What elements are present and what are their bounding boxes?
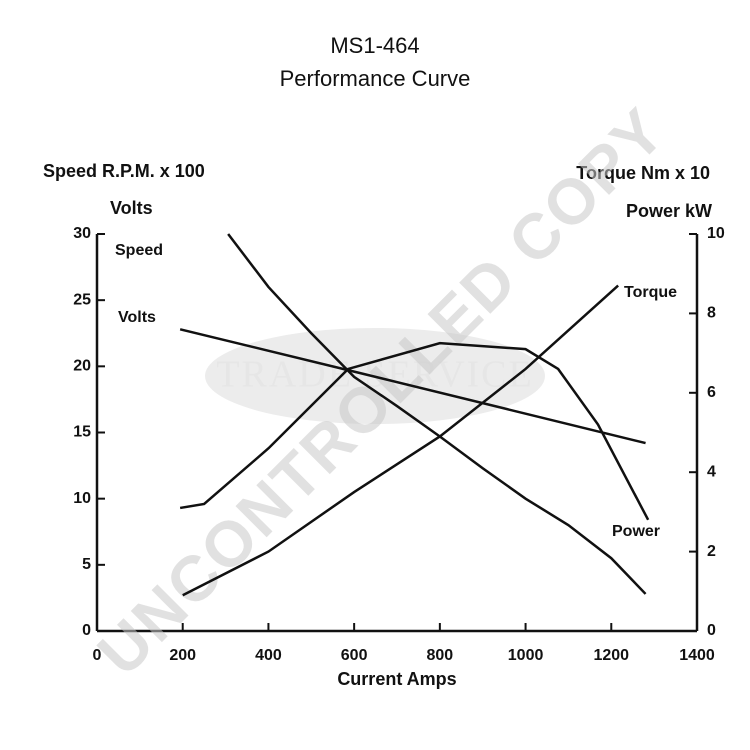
y-axis-title: Volts bbox=[110, 198, 153, 218]
x-tick-label: 200 bbox=[169, 647, 196, 664]
y2-tick-label: 4 bbox=[707, 463, 716, 480]
series-label: Speed bbox=[115, 242, 163, 259]
y2-tick-label: 2 bbox=[707, 543, 716, 560]
x-tick-label: 800 bbox=[427, 647, 454, 664]
y2-tick-label: 0 bbox=[707, 622, 716, 639]
y-tick-label: 30 bbox=[73, 225, 91, 242]
y-tick-label: 10 bbox=[73, 490, 91, 507]
y2-axis-title: Power kW bbox=[626, 201, 712, 221]
series-label: Volts bbox=[118, 309, 156, 326]
chart-title: MS1-464 bbox=[330, 33, 419, 58]
x-tick-label: 1400 bbox=[679, 647, 715, 664]
x-axis-title: Current Amps bbox=[337, 669, 456, 689]
x-tick-label: 1000 bbox=[508, 647, 544, 664]
y-tick-label: 15 bbox=[73, 424, 91, 441]
x-tick-label: 0 bbox=[93, 647, 102, 664]
y2-tick-label: 8 bbox=[707, 305, 716, 322]
y2-tick-label: 10 bbox=[707, 225, 725, 242]
x-tick-label: 1200 bbox=[593, 647, 629, 664]
series-label: Power bbox=[612, 523, 660, 540]
y2-axis-title: Torque Nm x 10 bbox=[576, 163, 710, 183]
y-tick-label: 0 bbox=[82, 622, 91, 639]
series-label: Torque bbox=[624, 284, 677, 301]
chart-subtitle: Performance Curve bbox=[280, 66, 471, 91]
y-axis-title: Speed R.P.M. x 100 bbox=[43, 161, 205, 181]
series-line bbox=[179, 341, 650, 521]
y2-tick-label: 6 bbox=[707, 384, 716, 401]
x-tick-label: 400 bbox=[255, 647, 282, 664]
y-tick-label: 20 bbox=[73, 358, 91, 375]
watermark: UNCONTROLLED COPY bbox=[84, 94, 679, 689]
x-tick-label: 600 bbox=[341, 647, 368, 664]
series-line bbox=[179, 328, 646, 445]
y-tick-label: 5 bbox=[82, 556, 91, 573]
y-tick-label: 25 bbox=[73, 291, 91, 308]
series-line bbox=[182, 284, 619, 597]
